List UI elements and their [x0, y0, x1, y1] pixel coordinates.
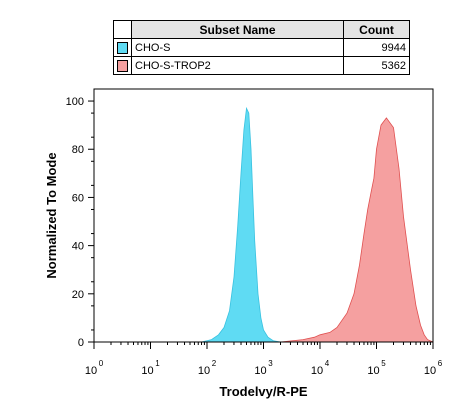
histogram-series-cho-s — [201, 106, 281, 343]
legend-count-cho-s: 9944 — [343, 38, 410, 57]
legend-swatch-cho-s-trop2 — [117, 59, 128, 72]
y-axis-title: Normalized To Mode — [44, 152, 59, 278]
y-tick-label: 40 — [72, 241, 84, 253]
y-tick-label: 20 — [72, 289, 84, 301]
x-tick-label: 10 — [85, 365, 97, 377]
histogram-series-cho-s-trop2 — [280, 117, 434, 343]
x-tick-exponent: 0 — [99, 359, 104, 368]
x-tick-exponent: 1 — [155, 359, 160, 368]
series-layer — [201, 106, 434, 343]
x-tick-label: 10 — [367, 365, 379, 377]
x-tick-exponent: 6 — [438, 359, 443, 368]
x-tick-exponent: 5 — [381, 359, 386, 368]
y-tick-label: 60 — [72, 192, 84, 204]
legend-row-cho-s-trop2: CHO-S-TROP2 5362 — [113, 56, 410, 75]
legend-table: Subset Name Count CHO-S 9944 CHO-S-TROP2… — [113, 20, 410, 75]
x-tick-label: 10 — [254, 365, 266, 377]
x-tick-label: 10 — [141, 365, 153, 377]
x-tick-label: 10 — [424, 365, 436, 377]
legend-count-cho-s-trop2: 5362 — [343, 56, 410, 75]
legend-header-subset-name: Subset Name — [131, 20, 344, 39]
x-tick-exponent: 2 — [212, 359, 217, 368]
x-tick-exponent: 3 — [268, 359, 273, 368]
x-axis-title: Trodelvy/R-PE — [219, 384, 307, 399]
y-tick-label: 80 — [72, 144, 84, 156]
y-tick-label: 100 — [66, 96, 84, 108]
x-tick-exponent: 4 — [325, 359, 330, 368]
x-tick-label: 10 — [311, 365, 323, 377]
legend-name-cho-s-trop2: CHO-S-TROP2 — [131, 56, 344, 75]
x-tick-label: 10 — [198, 365, 210, 377]
legend-swatch-cho-s — [117, 41, 128, 54]
y-tick-label: 0 — [78, 337, 84, 349]
